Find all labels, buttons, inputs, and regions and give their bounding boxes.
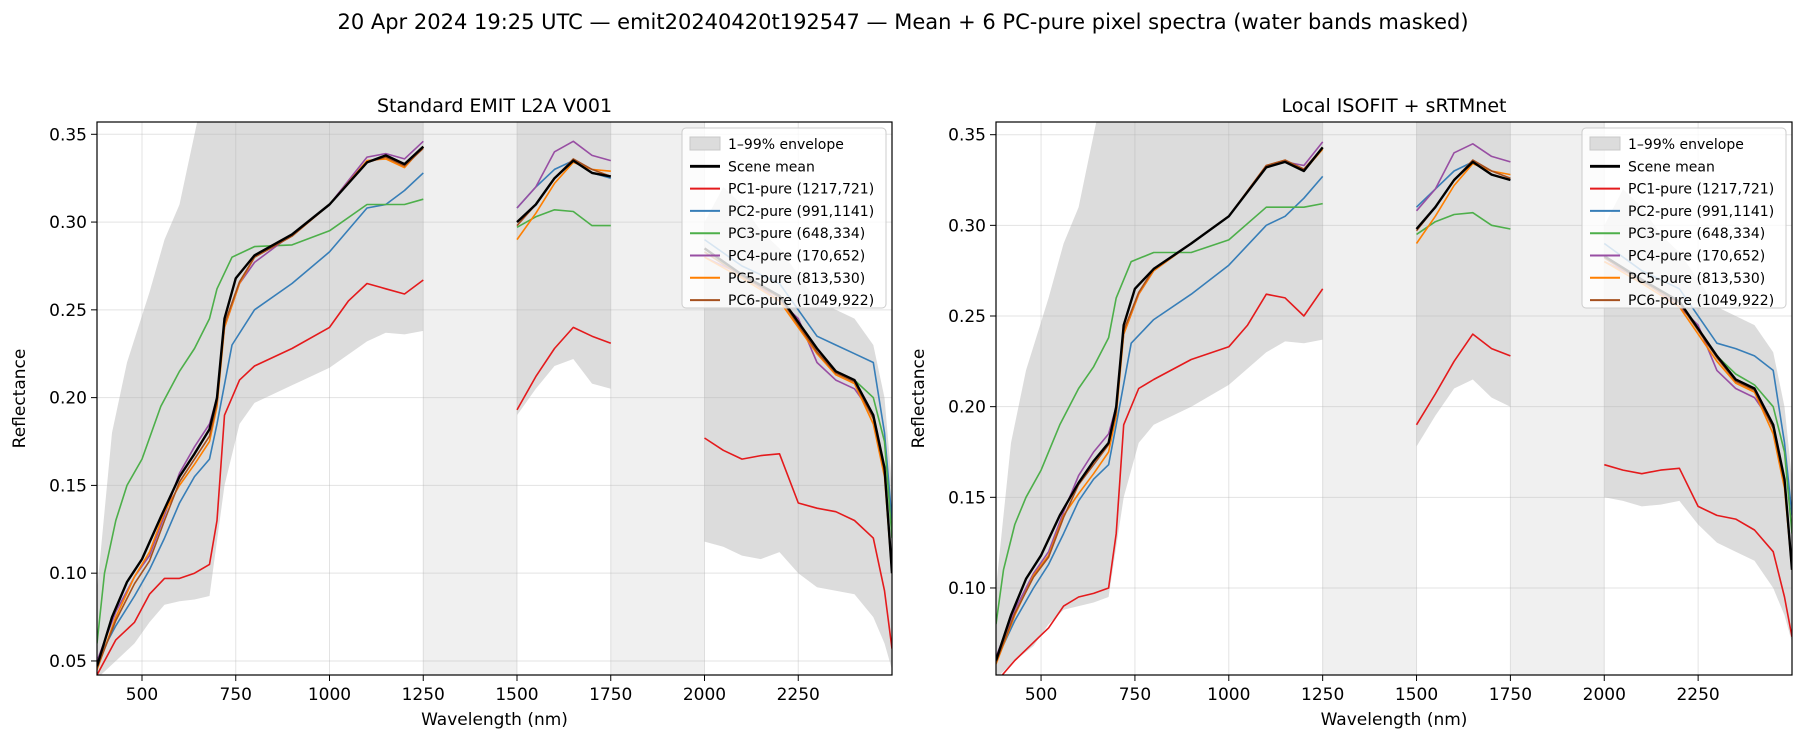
legend-label: PC5-pure (813,530) xyxy=(728,271,865,287)
y-tick-label: 0.10 xyxy=(948,579,986,599)
legend-label: Scene mean xyxy=(728,159,815,175)
y-tick-label: 0.35 xyxy=(49,125,87,145)
series-line xyxy=(704,437,892,649)
series-line xyxy=(516,326,612,411)
series-line xyxy=(1604,463,1792,638)
series-line xyxy=(516,159,612,223)
legend-label: Scene mean xyxy=(1628,159,1715,175)
y-tick-label: 0.35 xyxy=(948,126,986,146)
series-line xyxy=(1001,288,1324,675)
envelope-band xyxy=(1416,122,1511,447)
legend-label: PC4-pure (170,652) xyxy=(1628,249,1765,265)
x-tick-label: 750 xyxy=(1119,685,1151,705)
legend-box xyxy=(681,127,887,309)
legend-label: PC6-pure (1049,922) xyxy=(1628,293,1774,309)
series-line xyxy=(97,145,425,667)
series-line xyxy=(97,198,424,644)
series-pc1-pure xyxy=(1001,288,1792,675)
y-tick-label: 0.25 xyxy=(49,301,87,321)
series-line xyxy=(996,175,1324,661)
y-tick-label: 0.15 xyxy=(49,476,87,496)
envelope-band xyxy=(97,122,424,675)
series-line xyxy=(97,279,424,675)
legend-label: PC6-pure (1049,922) xyxy=(728,293,874,309)
axes-frame xyxy=(995,121,1793,676)
x-tick-label: 500 xyxy=(126,685,158,705)
series-line xyxy=(1415,333,1511,426)
y-tick-label: 0.30 xyxy=(49,213,87,233)
x-axis-label: Wavelength (nm) xyxy=(1321,710,1468,730)
envelope-band xyxy=(517,122,611,416)
y-tick-label: 0.25 xyxy=(948,307,986,327)
x-tick-label: 2250 xyxy=(777,685,820,705)
series-line xyxy=(1415,160,1511,230)
legend-label: PC2-pure (991,1141) xyxy=(728,204,874,220)
series-pc1-pure xyxy=(97,279,892,675)
figure-title: 20 Apr 2024 19:25 UTC — emit20240420t192… xyxy=(337,10,1469,34)
y-tick-label: 0.20 xyxy=(49,389,87,409)
y-tick-label: 0.15 xyxy=(948,488,986,508)
y-tick-label: 0.20 xyxy=(948,398,986,418)
legend-label: 1–99% envelope xyxy=(1628,137,1744,153)
envelope-band xyxy=(996,122,1323,675)
axes-frame xyxy=(96,121,893,676)
x-tick-label: 750 xyxy=(220,685,252,705)
legend-label: 1–99% envelope xyxy=(728,137,844,153)
legend: 1–99% envelope Scene mean PC1-pure (1217,7… xyxy=(1581,127,1787,309)
x-tick-label: 1750 xyxy=(1489,685,1532,705)
x-tick-label: 1500 xyxy=(495,685,538,705)
x-tick-label: 1000 xyxy=(308,685,351,705)
plot-area xyxy=(996,122,1792,675)
masked-band xyxy=(423,122,517,675)
chart-panel-2: 500 750 1000 1250 1500 1750 2000 2250 0.10 0.15 0.… xyxy=(909,95,1793,730)
y-axis-label: Reflectance xyxy=(909,349,929,449)
x-tick-label: 1500 xyxy=(1395,685,1438,705)
x-tick-label: 1000 xyxy=(1207,685,1250,705)
legend-label: PC5-pure (813,530) xyxy=(1628,271,1765,287)
panel-title: Standard EMIT L2A V001 xyxy=(377,95,612,117)
x-tick-label: 2000 xyxy=(1583,685,1626,705)
legend-label: PC2-pure (991,1141) xyxy=(1628,204,1774,220)
y-tick-label: 0.10 xyxy=(49,564,87,584)
legend-label: PC3-pure (648,334) xyxy=(728,226,865,242)
x-tick-label: 2250 xyxy=(1676,685,1719,705)
legend-label: PC1-pure (1217,721) xyxy=(728,182,874,198)
x-tick-label: 1250 xyxy=(402,685,445,705)
panel-title: Local ISOFIT + sRTMnet xyxy=(1282,95,1507,117)
legend-patch xyxy=(1589,136,1621,151)
x-axis-label: Wavelength (nm) xyxy=(421,710,568,730)
series-line xyxy=(996,202,1323,625)
masked-band xyxy=(1322,122,1417,675)
chart-panel-1: 500 750 1000 1250 1500 1750 2000 2250 0.05 0.10 0.… xyxy=(10,95,893,730)
legend-patch xyxy=(689,136,721,151)
series-line xyxy=(97,172,424,662)
series-line xyxy=(1415,143,1511,212)
series-line xyxy=(1416,211,1511,236)
x-tick-label: 1250 xyxy=(1301,685,1344,705)
legend-label: PC4-pure (170,652) xyxy=(728,249,865,265)
legend: 1–99% envelope Scene mean PC1-pure (1217,7… xyxy=(681,127,887,309)
y-tick-label: 0.05 xyxy=(49,652,87,672)
y-tick-label: 0.30 xyxy=(948,216,986,236)
x-tick-label: 500 xyxy=(1025,685,1057,705)
legend-label: PC3-pure (648,334) xyxy=(1628,226,1765,242)
series-line xyxy=(996,146,1324,661)
x-tick-label: 1750 xyxy=(589,685,632,705)
legend-box xyxy=(1581,127,1787,309)
legend-label: PC1-pure (1217,721) xyxy=(1628,182,1774,198)
x-tick-label: 2000 xyxy=(683,685,726,705)
series-line xyxy=(516,140,612,209)
series-line xyxy=(516,161,611,241)
y-axis-label: Reflectance xyxy=(10,349,30,449)
